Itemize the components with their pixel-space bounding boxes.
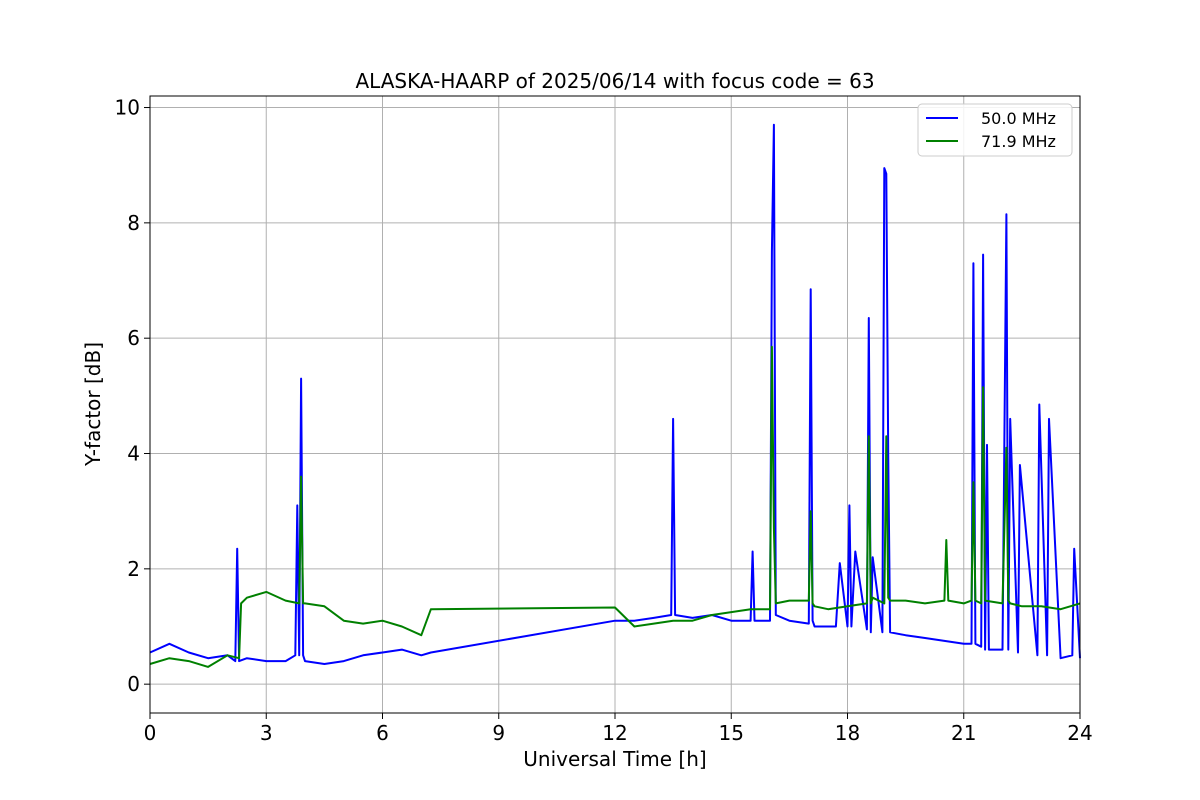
x-axis-title: Universal Time [h]	[523, 747, 706, 771]
x-tick-label: 3	[260, 721, 273, 745]
series-line-1	[149, 345, 1081, 668]
x-tick-label: 12	[602, 721, 627, 745]
x-tick-label: 15	[719, 721, 744, 745]
legend-label-50mhz: 50.0 MHz	[981, 109, 1056, 128]
x-tick-label: 6	[376, 721, 389, 745]
y-tick-label: 2	[127, 557, 140, 581]
chart-title: ALASKA-HAARP of 2025/06/14 with focus co…	[355, 69, 874, 93]
y-tick-label: 0	[127, 672, 140, 696]
y-tick-label: 4	[127, 442, 140, 466]
y-tick-label: 8	[127, 211, 140, 235]
x-tick-label: 21	[951, 721, 976, 745]
y-axis-title: Y-factor [dB]	[81, 342, 105, 467]
x-tick-label: 24	[1067, 721, 1092, 745]
y-tick-label: 6	[127, 326, 140, 350]
y-tick-label: 10	[115, 96, 140, 120]
x-tick-label: 0	[144, 721, 157, 745]
series-line-0	[149, 123, 1081, 665]
series-layer	[149, 123, 1081, 668]
x-tick-label: 18	[835, 721, 860, 745]
legend: 50.0 MHz 71.9 MHz	[917, 103, 1073, 157]
x-tick-label: 9	[492, 721, 505, 745]
legend-label-71mhz: 71.9 MHz	[981, 132, 1056, 151]
